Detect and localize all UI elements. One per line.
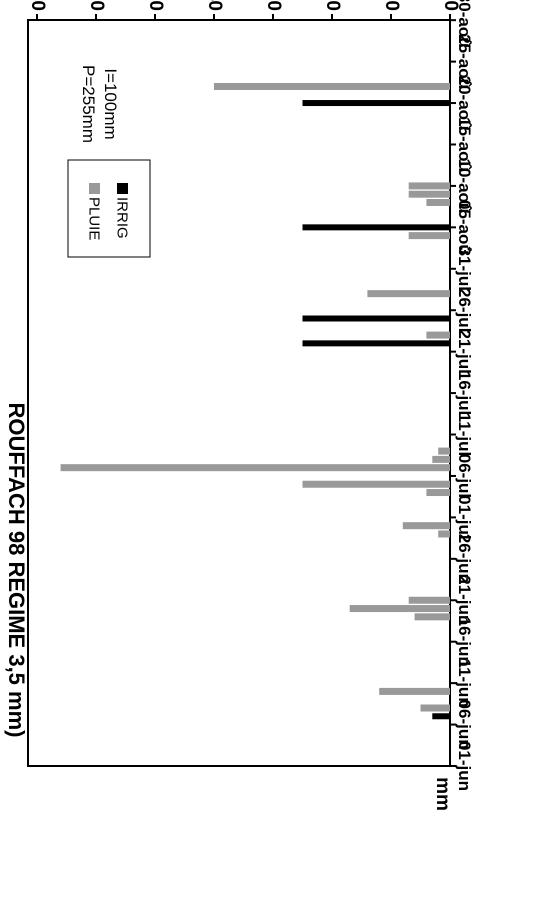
date-tick-label-11-jun: 11-jun	[455, 659, 474, 708]
date-tick-label-21-jun: 21-jun	[455, 575, 474, 625]
bar-pluie-08-jul	[432, 455, 450, 463]
value-tick-label-10: 10	[381, 0, 402, 11]
bar-irrig-07-jun	[432, 713, 450, 720]
date-tick-label-30-aoû: 30-aoû	[455, 0, 474, 48]
date-tick-label-01-jul: 01-jul	[455, 495, 474, 539]
bar-pluie-10-jun	[379, 687, 450, 695]
bar-irrig-05-aoû	[302, 224, 450, 231]
date-tick-label-06-jul: 06-jul	[455, 454, 474, 498]
date-tick-label-16-jul: 16-jul	[455, 371, 474, 415]
value-tick-label-60: 60	[86, 0, 107, 11]
plot-area	[27, 19, 451, 767]
date-tick-label-05-aoû: 05-aoû	[455, 200, 474, 255]
rotated-chart-group: 0 10 20 30 40 50 60 70 01-jun06-jun11-jun16-jun…	[4, 0, 474, 811]
annotation-rain-total: P=255mm	[79, 65, 98, 143]
bars-group	[60, 82, 450, 720]
bar-pluie-21-jun	[408, 596, 450, 604]
bar-pluie-04-aoû	[408, 232, 450, 240]
date-tick-label-10-aoû: 10-aoû	[455, 159, 474, 214]
y-axis-unit-label: mm	[432, 777, 453, 811]
value-tick-label-0: 0	[440, 0, 461, 11]
bar-irrig-22-jul	[302, 340, 450, 347]
legend-swatch-irrig	[117, 183, 128, 194]
date-tick-label-01-jun: 01-jun	[455, 741, 474, 791]
value-tick-label-70: 70	[27, 0, 48, 11]
bar-pluie-08-jun	[420, 704, 450, 712]
legend-box	[67, 159, 151, 258]
date-tick-label-26-jul: 26-jul	[455, 288, 474, 332]
legend-label-pluie: PLUIE	[86, 197, 103, 240]
value-tick-label-50: 50	[145, 0, 166, 11]
bar-pluie-09-aoû	[408, 190, 450, 198]
date-tick-label-20-aoû: 20-aoû	[455, 76, 474, 131]
bar-pluie-09-jul	[438, 447, 450, 455]
value-tick-label-40: 40	[204, 0, 225, 11]
date-tick-label-26-jun: 26-jun	[455, 534, 474, 584]
date-tick-label-25-aoû: 25-aoû	[455, 34, 474, 89]
bar-pluie-19-jun	[414, 613, 450, 621]
value-axis: 0 10 20 30 40 50 60 70	[27, 0, 461, 20]
legend: PLUIE IRRIG	[67, 159, 151, 258]
bar-pluie-23-jul	[426, 331, 450, 339]
bar-pluie-07-jul	[60, 464, 450, 472]
date-tick-label-31-jul: 31-jul	[455, 247, 474, 291]
bar-pluie-05-jul	[302, 480, 450, 488]
value-tick-label-30: 30	[263, 0, 284, 11]
bar-irrig-20-aoû	[302, 100, 450, 107]
legend-swatch-pluie	[89, 183, 100, 194]
annotation-irrigation-total: I=100mm	[101, 68, 120, 139]
bar-irrig-25-jul	[302, 315, 450, 322]
date-tick-label-15-aoû: 15-aoû	[455, 117, 474, 172]
date-tick-label-21-jul: 21-jul	[455, 329, 474, 373]
bar-pluie-20-jun	[349, 605, 450, 613]
bar-pluie-22-aoû	[214, 82, 450, 90]
bar-pluie-10-aoû	[408, 182, 450, 190]
chart-title: ROUFFACH 98 REGIME 3,5 mm)	[4, 403, 29, 738]
bar-pluie-28-jul	[367, 290, 450, 298]
value-tick-label-20: 20	[322, 0, 343, 11]
bar-pluie-30-jun	[402, 522, 450, 530]
date-tick-label-11-jul: 11-jul	[455, 413, 474, 456]
date-tick-label-16-jun: 16-jun	[455, 617, 474, 667]
date-axis: 01-jun06-jun11-jun16-jun21-jun26-jun01-j…	[450, 0, 474, 791]
bar-pluie-04-jul	[426, 489, 450, 497]
legend-label-irrig: IRRIG	[114, 197, 131, 239]
bar-pluie-29-jun	[438, 530, 450, 538]
date-tick-label-06-jun: 06-jun	[455, 700, 474, 750]
bar-pluie-08-aoû	[426, 198, 450, 206]
